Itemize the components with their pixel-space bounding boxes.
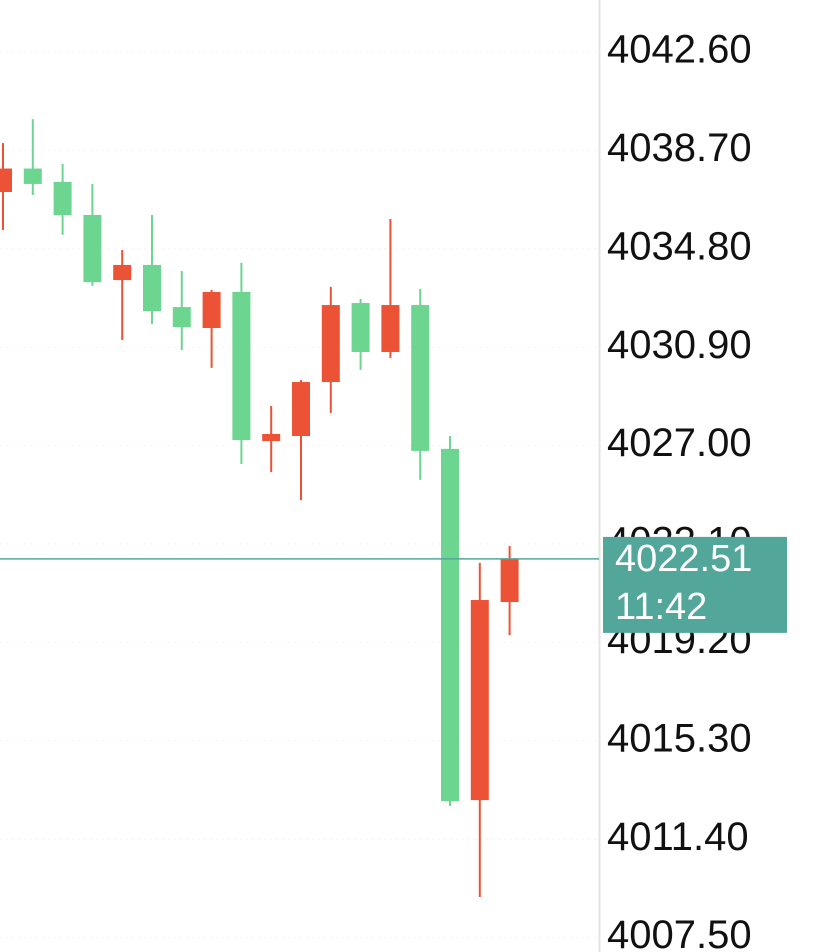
- candle-body: [172, 307, 191, 328]
- y-tick-label: 4015.30: [607, 716, 752, 760]
- candle-body: [321, 305, 340, 383]
- last-time-label: 11:42: [615, 586, 707, 628]
- last-price-label: 4022.51: [615, 538, 752, 580]
- last-price-tag: [603, 536, 787, 633]
- candle-body: [232, 291, 251, 441]
- y-tick-label: 4042.60: [607, 28, 752, 72]
- candle-body: [262, 433, 281, 442]
- candle-body: [441, 448, 459, 802]
- candle-body: [83, 214, 102, 283]
- candle-body: [202, 291, 221, 329]
- y-tick-label: 4007.50: [607, 913, 752, 952]
- y-tick-label: 4034.80: [607, 224, 752, 268]
- candle-body: [0, 168, 12, 193]
- y-tick-label: 4038.70: [607, 126, 752, 170]
- candle-body: [500, 558, 519, 603]
- y-tick-label: 4011.40: [607, 815, 749, 859]
- candle-body: [292, 382, 310, 437]
- candle-body: [113, 264, 132, 281]
- candle-body: [23, 168, 42, 184]
- y-tick-label: 4030.90: [607, 323, 752, 367]
- candle-body: [470, 600, 489, 801]
- y-tick-label: 4027.00: [607, 421, 752, 465]
- candle-body: [411, 305, 430, 451]
- candle-body: [143, 264, 161, 312]
- candle-body: [53, 181, 72, 215]
- candle-body: [351, 303, 370, 352]
- candle-body: [381, 305, 400, 352]
